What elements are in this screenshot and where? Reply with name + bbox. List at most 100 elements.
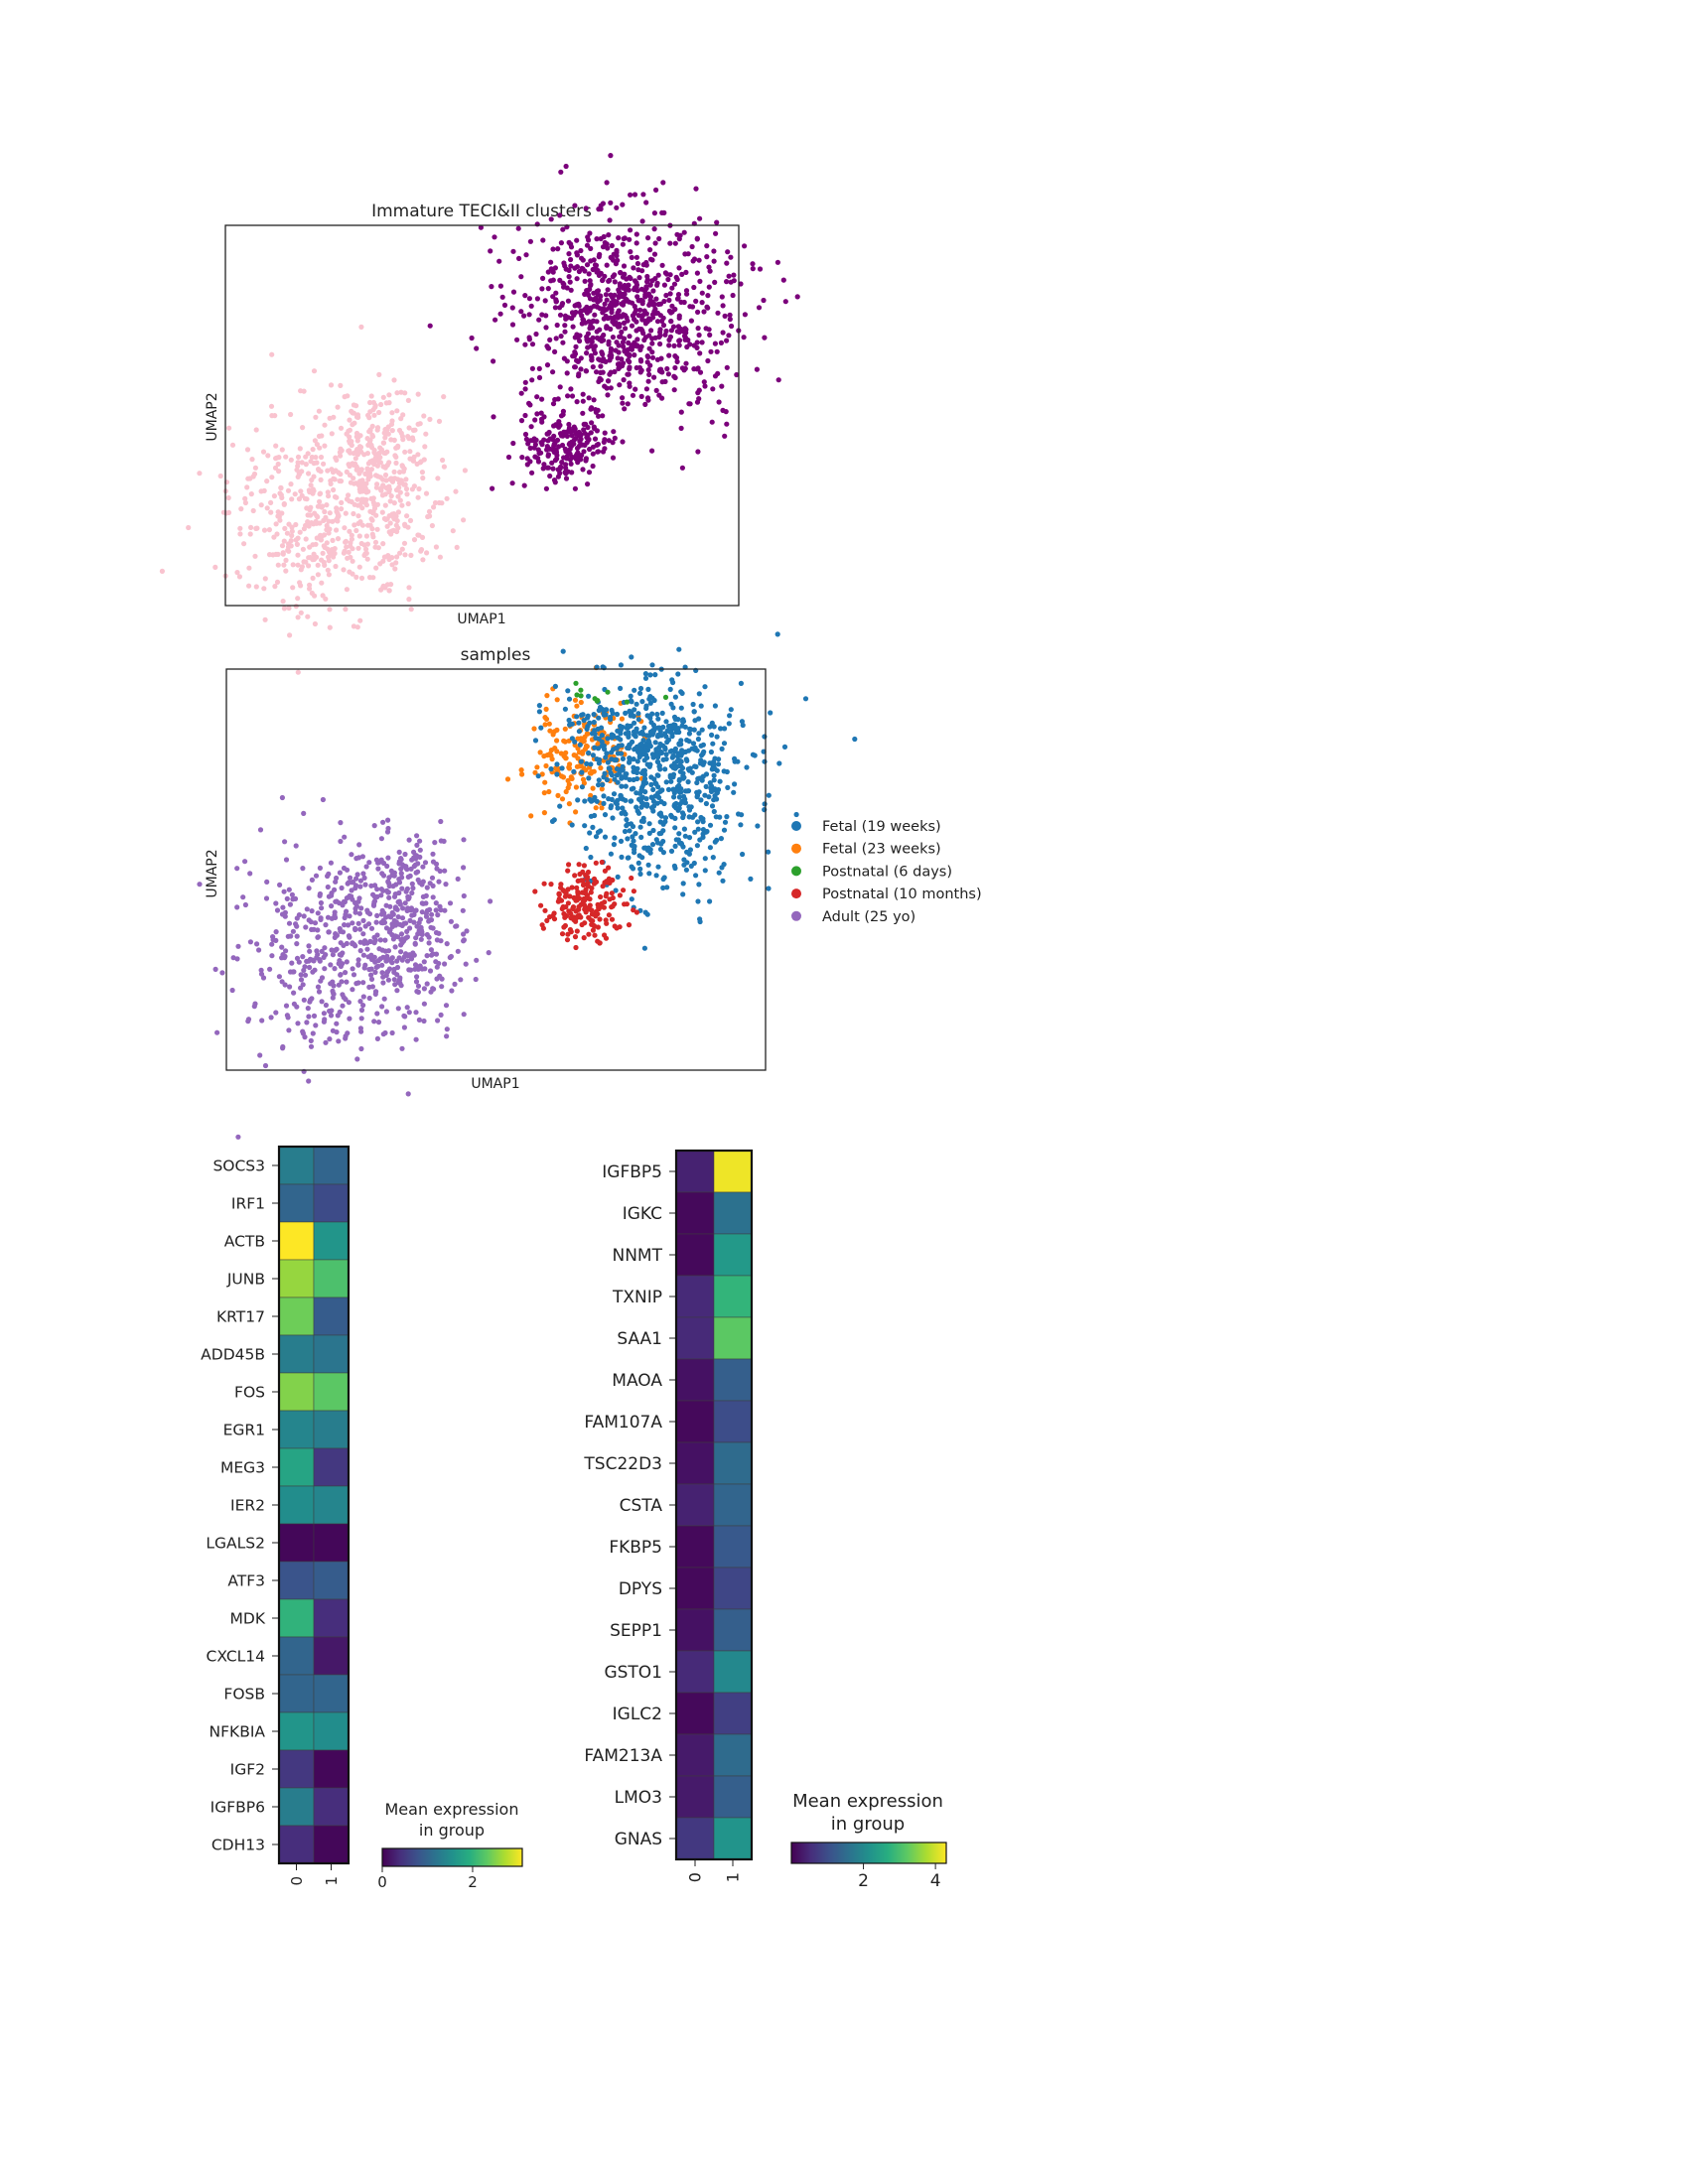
umap-point-cluster-1 — [541, 462, 547, 468]
umap-point-cluster-0 — [395, 493, 401, 499]
umap-point-adult — [306, 943, 312, 949]
umap-point-fetal-19w — [627, 828, 633, 834]
umap-point-cluster-0 — [399, 546, 405, 552]
umap-point-cluster-0 — [321, 461, 327, 467]
colorbar-tick-label: 2 — [858, 1871, 869, 1891]
umap-point-cluster-0 — [354, 624, 360, 630]
umap-point-fetal-19w — [617, 769, 623, 776]
umap-point-cluster-0 — [286, 548, 292, 554]
umap-point-adult — [413, 979, 420, 985]
umap-point-cluster-0 — [462, 468, 468, 474]
umap-point-cluster-0 — [381, 515, 387, 522]
umap-point-cluster-0 — [341, 567, 347, 573]
umap-point-postnatal-10m — [589, 911, 596, 917]
umap-point-adult — [259, 1018, 265, 1024]
umap-point-adult — [309, 908, 315, 914]
umap-point-cluster-0 — [335, 404, 341, 410]
umap-point-cluster-1 — [674, 276, 680, 283]
umap-point-fetal-23w — [589, 768, 595, 775]
umap-point-adult — [283, 948, 289, 954]
umap-point-adult — [429, 875, 436, 881]
umap-point-postnatal-10m — [548, 882, 554, 887]
umap-point-cluster-0 — [275, 461, 281, 468]
umap-point-cluster-1 — [586, 395, 592, 401]
heatmap-cell — [278, 1674, 315, 1713]
umap-point-cluster-1 — [644, 353, 650, 359]
umap-point-fetal-19w — [719, 865, 725, 871]
umap-point-cluster-1 — [521, 313, 527, 319]
umap-point-adult — [418, 927, 424, 933]
heatmap-cell — [313, 1598, 350, 1638]
umap-point-cluster-0 — [364, 556, 370, 562]
umap-point-adult — [300, 954, 306, 960]
umap-point-adult — [375, 958, 381, 964]
umap-point-cluster-0 — [377, 445, 383, 451]
umap-point-adult — [317, 890, 323, 897]
umap-point-cluster-0 — [311, 461, 317, 467]
umap-point-cluster-1 — [593, 295, 599, 302]
umap-point-postnatal-10m — [588, 889, 594, 895]
umap-samples-frame — [225, 668, 767, 1071]
umap-point-adult — [441, 838, 447, 845]
umap-point-fetal-23w — [569, 775, 575, 782]
umap-point-fetal-23w — [560, 774, 567, 780]
umap-point-cluster-0 — [349, 442, 354, 449]
heatmap-cell — [675, 1608, 715, 1652]
umap-point-fetal-19w — [649, 795, 655, 801]
umap-point-fetal-19w — [692, 829, 698, 835]
umap-point-cluster-1 — [742, 243, 748, 249]
umap-point-cluster-0 — [329, 467, 335, 473]
umap-point-cluster-1 — [741, 335, 747, 341]
umap-point-cluster-0 — [384, 485, 390, 491]
umap-point-fetal-19w — [695, 826, 701, 832]
umap-point-cluster-1 — [701, 309, 707, 315]
umap-point-fetal-23w — [599, 805, 605, 811]
umap-point-fetal-23w — [582, 734, 588, 741]
umap-point-adult — [234, 904, 240, 910]
umap-point-adult — [389, 923, 395, 930]
umap-point-cluster-0 — [310, 575, 316, 582]
umap-point-cluster-1 — [591, 397, 597, 403]
umap-point-cluster-0 — [261, 487, 267, 493]
umap-point-postnatal-10m — [612, 901, 618, 907]
umap-point-postnatal-10m — [532, 888, 538, 894]
umap-point-fetal-23w — [548, 748, 555, 753]
umap-point-adult — [281, 955, 288, 961]
umap-point-fetal-19w — [793, 811, 799, 818]
umap-point-cluster-0 — [388, 493, 394, 499]
umap-point-cluster-0 — [305, 451, 311, 457]
umap-point-cluster-0 — [334, 494, 340, 500]
umap-point-fetal-19w — [655, 716, 661, 722]
umap-point-cluster-0 — [441, 394, 447, 400]
umap-point-cluster-0 — [275, 562, 281, 568]
umap-point-cluster-1 — [536, 317, 542, 323]
umap-point-cluster-0 — [388, 531, 394, 537]
umap-point-fetal-19w — [628, 698, 634, 704]
umap-point-cluster-1 — [648, 328, 654, 334]
umap-point-fetal-19w — [706, 794, 712, 800]
umap-point-cluster-0 — [393, 560, 399, 566]
umap-point-adult — [328, 1013, 335, 1019]
heatmap-cell — [713, 1733, 753, 1777]
umap-point-cluster-0 — [295, 614, 301, 620]
umap-point-fetal-19w — [631, 838, 636, 844]
umap-point-adult — [350, 987, 355, 993]
umap-point-cluster-1 — [516, 255, 522, 261]
umap-point-adult — [429, 911, 435, 917]
umap-point-cluster-0 — [368, 393, 374, 399]
umap-point-cluster-0 — [342, 525, 348, 531]
umap-point-cluster-0 — [405, 500, 411, 507]
umap-point-cluster-0 — [326, 554, 332, 560]
umap-point-cluster-1 — [574, 399, 580, 405]
umap-point-fetal-23w — [573, 784, 580, 790]
umap-point-cluster-1 — [491, 358, 496, 364]
umap-point-cluster-0 — [303, 462, 309, 468]
umap-point-cluster-1 — [608, 385, 614, 391]
umap-point-adult — [374, 912, 380, 919]
umap-point-cluster-1 — [574, 445, 581, 452]
umap-point-fetal-19w — [717, 778, 723, 784]
legend-label: Fetal (23 weeks) — [822, 842, 941, 858]
umap-point-cluster-1 — [633, 278, 638, 284]
umap-point-cluster-1 — [529, 377, 535, 383]
umap-point-adult — [383, 1009, 389, 1015]
